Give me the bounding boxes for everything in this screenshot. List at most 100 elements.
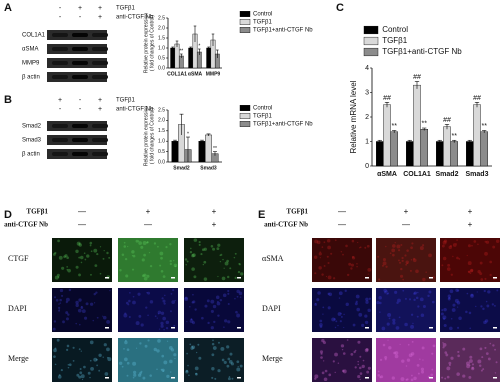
cell-texture (484, 240, 487, 243)
cell-texture (447, 263, 451, 267)
cell-texture (191, 253, 195, 258)
cell-texture (457, 354, 460, 358)
cell-texture (484, 277, 487, 280)
cell-texture (410, 378, 414, 382)
cell-texture (121, 365, 124, 368)
row-label: DAPI (8, 304, 27, 313)
cell-texture (484, 346, 487, 349)
cell-texture (92, 319, 94, 322)
cell-texture (478, 364, 482, 368)
treatment-label: anti-CTGF Nb (116, 15, 154, 21)
treatment-label: anti-CTGF Nb (4, 221, 48, 229)
cell-texture (431, 352, 434, 355)
cell-texture (494, 372, 497, 374)
cell-texture (132, 268, 135, 271)
band-label: β actin (22, 152, 40, 158)
cell-texture (340, 344, 345, 348)
bar (376, 141, 384, 167)
cell-texture (359, 247, 361, 249)
cell-texture (483, 320, 487, 325)
blot-band (52, 75, 68, 79)
cell-texture (405, 263, 408, 266)
y-tick-label: 1.5 (158, 128, 165, 134)
cell-texture (184, 258, 188, 261)
cell-texture (166, 340, 169, 342)
cell-texture (58, 309, 60, 312)
cell-texture (217, 300, 219, 303)
cell-texture (161, 297, 164, 300)
y-tick-label: 1.5 (158, 35, 165, 41)
y-tick-label: 1.0 (158, 139, 165, 145)
cell-texture (319, 322, 323, 327)
cell-texture (143, 253, 146, 257)
cell-texture (220, 346, 225, 351)
legend-swatch (363, 25, 379, 35)
cell-texture (314, 239, 319, 244)
cell-texture (337, 312, 342, 316)
cell-texture (401, 256, 404, 260)
cell-texture (446, 267, 451, 271)
cell-texture (63, 255, 66, 259)
cell-texture (174, 357, 176, 360)
cell-texture (154, 315, 157, 318)
treatment-sign: - (59, 14, 62, 21)
cell-texture (212, 304, 217, 309)
cell-texture (477, 269, 481, 274)
cell-texture (217, 314, 220, 317)
cell-texture (493, 304, 496, 307)
cell-texture (442, 342, 444, 344)
cell-texture (314, 374, 319, 379)
cell-texture (141, 274, 145, 278)
cell-texture (473, 240, 477, 243)
cell-texture (387, 339, 389, 341)
cell-texture (79, 368, 82, 370)
cell-texture (398, 261, 402, 264)
cell-texture (68, 363, 72, 367)
cell-texture (186, 260, 189, 263)
cell-texture (157, 339, 161, 343)
cell-texture (189, 319, 194, 324)
cell-texture (65, 317, 69, 321)
cell-texture (323, 341, 326, 345)
micrograph (312, 238, 372, 282)
cell-texture (124, 357, 128, 362)
cell-texture (53, 320, 57, 323)
cell-texture (146, 291, 148, 294)
cell-texture (359, 246, 362, 249)
cell-texture (93, 357, 98, 362)
cell-texture (79, 323, 81, 326)
cell-texture (153, 242, 157, 245)
cell-texture (214, 377, 217, 380)
cell-texture (165, 320, 170, 325)
cell-texture (412, 322, 414, 325)
cell-texture (330, 252, 333, 255)
cell-texture (54, 251, 57, 255)
cell-texture (146, 241, 149, 244)
cell-texture (124, 340, 128, 345)
cell-texture (135, 347, 138, 349)
cell-texture (333, 277, 336, 280)
cell-texture (357, 374, 361, 379)
cell-texture (413, 292, 416, 295)
cell-texture (173, 324, 176, 327)
band-label: MMP9 (22, 61, 40, 67)
micrograph (52, 288, 112, 332)
cell-texture (462, 374, 466, 378)
cell-texture (408, 298, 412, 301)
cell-texture (376, 301, 380, 305)
cell-texture (62, 320, 65, 324)
cell-texture (60, 294, 64, 297)
cell-texture (67, 363, 70, 366)
cell-texture (354, 366, 357, 369)
cell-texture (126, 361, 130, 365)
treatment-sign: — (78, 207, 86, 216)
cell-texture (66, 268, 69, 271)
y-tick-label: 0.5 (158, 149, 165, 155)
cell-texture (58, 303, 60, 305)
cell-texture (361, 364, 365, 369)
cell-texture (93, 302, 96, 304)
cell-texture (379, 311, 381, 313)
cell-texture (397, 249, 401, 252)
cell-texture (216, 301, 221, 306)
cell-texture (391, 248, 396, 253)
